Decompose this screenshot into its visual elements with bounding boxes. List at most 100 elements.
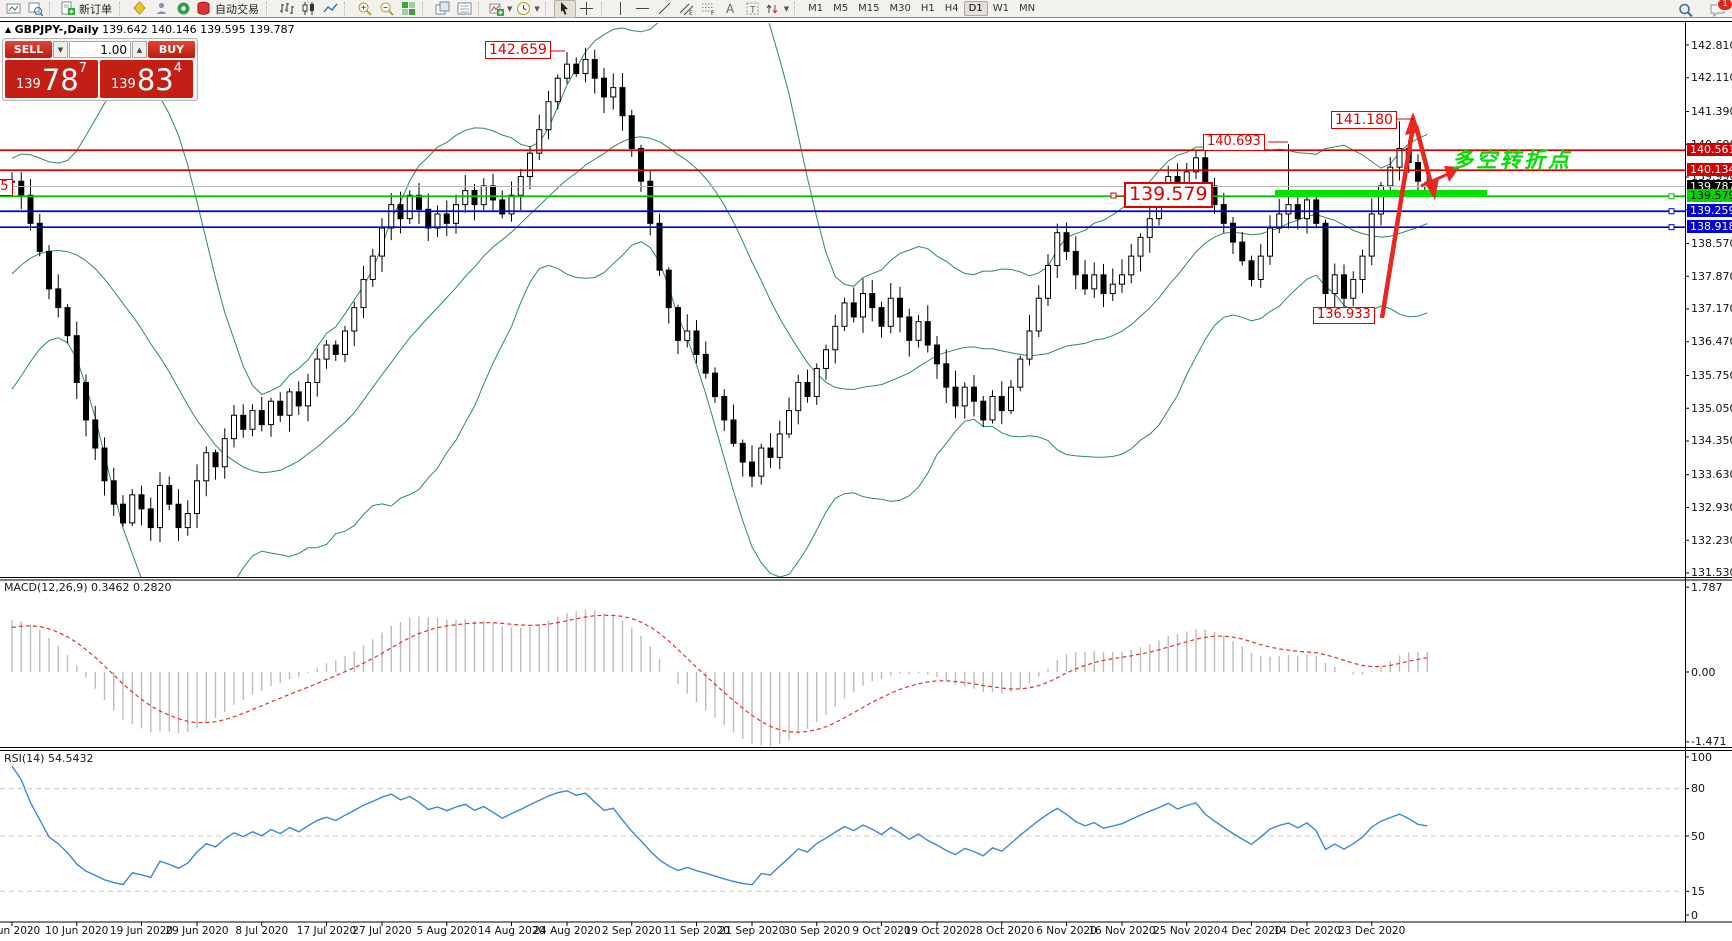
sell-price-main: 78 xyxy=(41,63,79,97)
date-axis-label: 28 Oct 2020 xyxy=(969,925,1035,937)
price-annotation-box[interactable]: 15 xyxy=(0,179,13,196)
symbol-name: GBPJPY-,Daily xyxy=(14,23,99,36)
macd-value-signal: 0.2820 xyxy=(133,581,172,594)
label-button[interactable]: T xyxy=(742,0,764,18)
level-price-label: 139.259 xyxy=(1687,204,1732,218)
red-trend-arrows[interactable] xyxy=(1379,112,1460,319)
toolbar-separator xyxy=(544,1,551,16)
date-axis-label: 14 Aug 2020 xyxy=(477,925,546,937)
autotrading-button[interactable]: 自动交易 xyxy=(194,0,263,18)
timeframe-w1-button[interactable]: W1 xyxy=(992,3,1009,14)
trendline-button[interactable] xyxy=(654,0,676,18)
rsi-panel[interactable] xyxy=(0,765,1685,892)
toolbar-separator xyxy=(422,1,428,16)
price-axis-tick: 137.870 xyxy=(1691,269,1732,283)
price-annotation-box[interactable]: 136.933 xyxy=(1313,307,1375,324)
rsi-axis-tick: 80 xyxy=(1691,782,1705,796)
date-axis-label: 23 Dec 2020 xyxy=(1338,925,1406,937)
level-price-label: 138.918 xyxy=(1687,220,1732,234)
tile-windows-icon xyxy=(401,2,415,15)
candle-chart-button[interactable] xyxy=(297,0,319,18)
main-chart-panel[interactable] xyxy=(9,0,1431,645)
level-price-label: 140.561 xyxy=(1687,143,1732,157)
rsi-name: RSI(14) xyxy=(4,752,45,765)
zoom-in-button[interactable] xyxy=(353,0,375,18)
timeframe-h4-button[interactable]: H4 xyxy=(944,3,959,14)
market-watch-button[interactable] xyxy=(24,0,46,18)
sell-button[interactable]: SELL xyxy=(5,41,52,58)
macd-name: MACD(12,26,9) xyxy=(4,581,88,594)
symbol-marker-icon: ▲ xyxy=(5,25,12,34)
toolbar-separator xyxy=(478,1,484,16)
rsi-axis-tick: 15 xyxy=(1691,884,1705,898)
data-window-button[interactable] xyxy=(453,0,475,18)
rsi-axis-tick: 50 xyxy=(1691,829,1705,843)
channel-button[interactable]: E xyxy=(676,0,698,18)
buy-button[interactable]: BUY xyxy=(148,41,195,58)
date-axis-label: 11 Sep 2020 xyxy=(663,925,730,937)
line-chart-button[interactable] xyxy=(319,0,341,18)
date-axis-label: 8 Jul 2020 xyxy=(235,925,289,937)
bars-chart-button[interactable] xyxy=(275,0,297,18)
shapes-button[interactable]: ▼ xyxy=(764,0,791,18)
green-support-bar[interactable] xyxy=(1275,190,1487,197)
tile-windows-button[interactable] xyxy=(397,0,419,18)
candles-layer xyxy=(9,47,1431,543)
experts-button[interactable] xyxy=(150,0,172,18)
metaeditor-button[interactable] xyxy=(128,0,150,18)
notifications-button[interactable]: 1 xyxy=(1706,0,1732,19)
periods-button[interactable]: ▼ xyxy=(514,0,541,18)
arrange-windows-button[interactable] xyxy=(431,0,453,18)
new-order-button[interactable]: 新订单 xyxy=(58,0,116,18)
fibonacci-icon: F xyxy=(702,3,715,16)
buy-price-main: 83 xyxy=(136,63,174,97)
timeframe-d1-button[interactable]: D1 xyxy=(963,1,988,16)
price-axis-tick: 135.750 xyxy=(1691,368,1732,382)
symbol-info-line: ▲ GBPJPY-,Daily 139.642 140.146 139.595 … xyxy=(5,23,295,36)
alerts-icon xyxy=(177,2,189,15)
macd-axis-tick: 0.00 xyxy=(1691,665,1716,679)
price-axis-tick: 132.930 xyxy=(1691,500,1732,514)
price-axis-tick: 138.570 xyxy=(1691,236,1732,250)
bars-chart-icon xyxy=(279,3,294,14)
zoom-out-button[interactable] xyxy=(375,0,397,18)
cn-turning-point-note[interactable]: 多空转折点 xyxy=(1452,148,1572,172)
fibonacci-button[interactable]: F xyxy=(698,0,720,18)
date-axis-label: 19 Oct 2020 xyxy=(904,925,970,937)
top-toolbar: 新订单 自动交易 ▼ ▼ E F A T ▼ M1 M5 M15 M30 H1 H4 D1 W1 MN 1 xyxy=(0,0,1732,18)
volume-input[interactable] xyxy=(69,41,131,58)
macd-panel[interactable] xyxy=(11,609,1428,746)
timeframe-h1-button[interactable]: H1 xyxy=(920,3,935,14)
cursor-button[interactable] xyxy=(553,0,576,18)
buy-price-button[interactable]: 139 83 4 xyxy=(100,60,193,98)
svg-text:T: T xyxy=(749,6,756,16)
price-annotation-box[interactable]: 142.659 xyxy=(485,41,551,60)
volume-down-stepper[interactable]: ▼ xyxy=(53,41,68,58)
indicators-icon xyxy=(489,3,504,16)
timeframe-m1-button[interactable]: M1 xyxy=(808,3,824,14)
price-annotation-box[interactable]: 140.693 xyxy=(1203,134,1265,151)
price-annotation-box[interactable]: 139.579 xyxy=(1124,182,1213,208)
volume-up-stepper[interactable]: ▲ xyxy=(132,41,147,58)
timeframe-m5-button[interactable]: M5 xyxy=(833,3,849,14)
search-button[interactable] xyxy=(1674,1,1696,19)
vline-button[interactable] xyxy=(610,0,632,18)
label-icon: T xyxy=(746,2,759,16)
new-chart-button[interactable] xyxy=(2,0,24,18)
toolbar-separator xyxy=(794,1,800,16)
sell-price-button[interactable]: 139 78 7 xyxy=(5,60,98,98)
crosshair-button[interactable] xyxy=(576,0,598,18)
date-axis-label: 1 Jun 2020 xyxy=(0,925,41,937)
text-button[interactable]: A xyxy=(720,0,742,18)
timeframe-m15-button[interactable]: M15 xyxy=(858,3,880,14)
date-axis-label: 4 Dec 2020 xyxy=(1221,925,1282,937)
price-annotation-box[interactable]: 141.180 xyxy=(1331,111,1397,130)
timeframe-m30-button[interactable]: M30 xyxy=(889,3,911,14)
indicators-button[interactable]: ▼ xyxy=(487,0,514,18)
alerts-button[interactable] xyxy=(172,0,194,18)
hline-button[interactable] xyxy=(632,0,654,18)
date-axis-label: 25 Nov 2020 xyxy=(1153,925,1221,937)
new-chart-icon xyxy=(6,3,20,14)
timeframe-mn-button[interactable]: MN xyxy=(1018,3,1036,14)
